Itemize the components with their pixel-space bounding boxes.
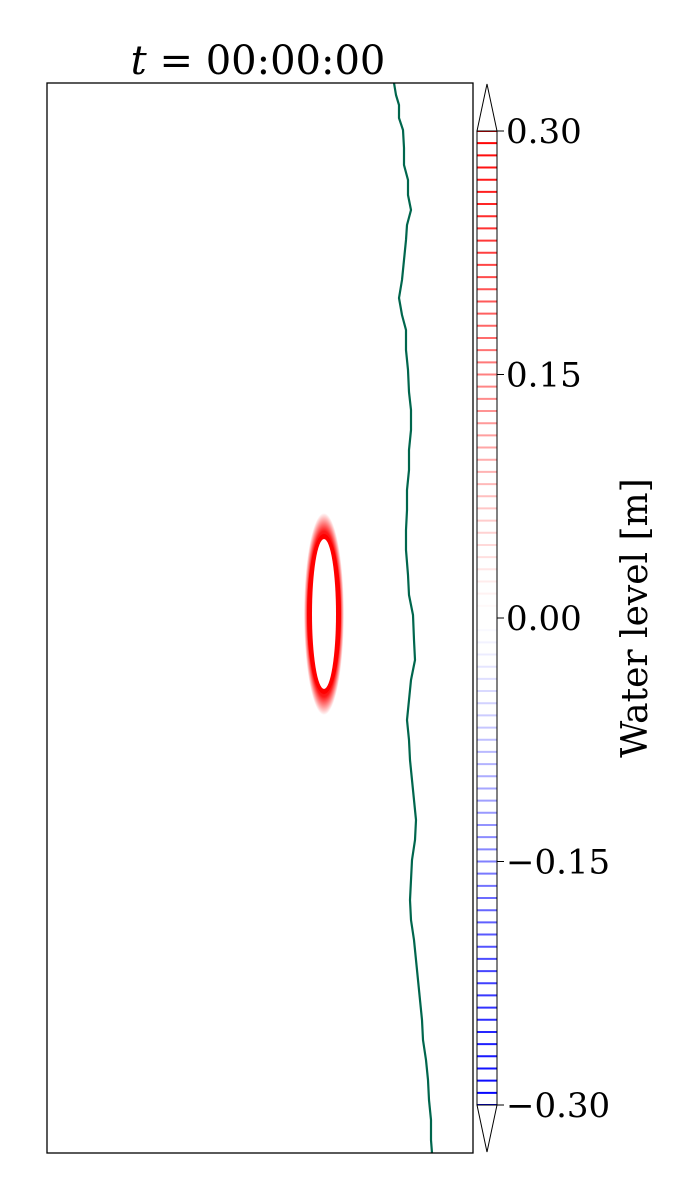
- chart-title: t = 00:00:00: [131, 38, 386, 84]
- map-background: [47, 83, 473, 1153]
- colorbar-label: Water level [m]: [615, 478, 656, 757]
- colorbar-bands: [477, 130, 497, 1106]
- colorbar-ticks: 0.30 0.15 0.00 −0.15 −0.30: [497, 112, 610, 1126]
- colorbar-label-unit: [m]: [615, 478, 656, 540]
- shoreline-contour: [392, 82, 434, 1154]
- map-frame: [46, 82, 474, 1154]
- colorbar-extend-max: [476, 83, 498, 132]
- colorbar-extend-min: [476, 1104, 498, 1153]
- colorbar-tick-label: 0.15: [506, 356, 582, 396]
- title-time: 00:00:00: [206, 38, 386, 84]
- water-level-ring: [304, 513, 344, 715]
- colorbar-tick-label: 0.00: [506, 599, 582, 639]
- colorbar-tick-label: −0.15: [506, 843, 610, 883]
- map-panel: [46, 82, 474, 1154]
- colorbar-label-text: Water level: [615, 541, 656, 758]
- title-equals: =: [147, 38, 206, 84]
- colorbar: 0.30 0.15 0.00 −0.15 −0.30: [476, 83, 610, 1153]
- title-variable: t: [131, 38, 148, 84]
- colorbar-tick-label: 0.30: [506, 112, 582, 152]
- colorbar-tick-label: −0.30: [506, 1086, 610, 1126]
- ring-inner: [312, 539, 336, 689]
